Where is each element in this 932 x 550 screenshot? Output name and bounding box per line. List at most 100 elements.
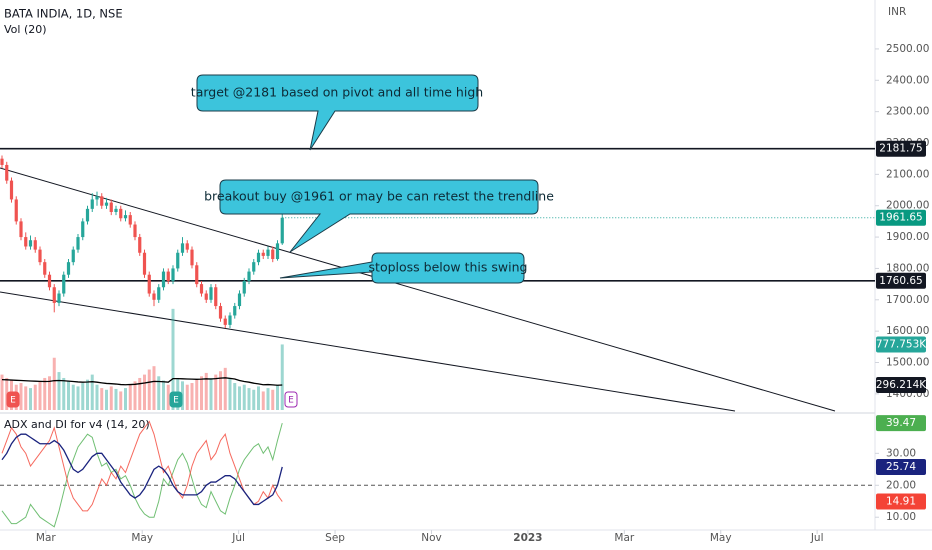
candle-body [147, 274, 151, 294]
earnings-marker [284, 391, 298, 408]
price-tag [876, 209, 926, 226]
y-tick-label: 1500.00 [886, 357, 929, 369]
volume-bar [38, 381, 42, 410]
volume-bar [190, 383, 194, 410]
price-tag-label: 14.91 [886, 496, 916, 508]
candle-body [52, 287, 56, 303]
candle-body [85, 208, 90, 222]
volume-bar [124, 388, 127, 410]
volume-bar [257, 386, 260, 410]
indicator-line [1, 422, 283, 528]
candle-body [62, 274, 66, 294]
volume-bar [157, 376, 161, 410]
candle-body [242, 280, 246, 294]
candle-body [138, 237, 142, 253]
volume-bar [29, 388, 32, 410]
volume-bar [147, 369, 151, 410]
price-tag-label: 25.74 [886, 461, 916, 473]
volume-bar [67, 381, 70, 410]
candle-body [71, 249, 75, 263]
candle-body [119, 208, 123, 219]
y-tick-label: 10.00 [886, 511, 916, 523]
volume-bar [219, 371, 222, 410]
volume-bar [95, 384, 99, 410]
candle-body [190, 249, 194, 266]
price-tag [876, 336, 926, 353]
volume-bar [81, 383, 85, 410]
candle-body [214, 287, 218, 307]
lower-trendline [0, 291, 736, 412]
volume-bar [266, 388, 270, 410]
y-tick-label: 1700.00 [886, 294, 929, 306]
volume-bar [276, 384, 279, 410]
volume-bar [138, 377, 142, 410]
candle-body [256, 252, 261, 263]
volume-bar [90, 374, 94, 410]
candle-body [166, 271, 170, 281]
chart-title: BATA INDIA, 1D, NSE [4, 7, 123, 21]
volume-bar [271, 389, 275, 410]
price-tag [876, 140, 926, 157]
candle-body [195, 265, 199, 285]
candle-body [24, 237, 28, 247]
volume-bar [19, 383, 23, 410]
volume-bar [200, 376, 203, 410]
candle-body [19, 221, 23, 238]
x-tick-label: Mar [36, 532, 56, 544]
price-tag [876, 493, 926, 510]
candle-body [266, 249, 270, 256]
y-tick-label: 2400.00 [886, 74, 929, 86]
candle-body [90, 199, 94, 209]
candle-body [271, 249, 275, 260]
candle-body [280, 217, 284, 244]
candle-body [95, 196, 99, 200]
candle-body [228, 315, 232, 325]
volume-bar [109, 386, 113, 410]
candle-body [176, 252, 180, 269]
candle-body [9, 180, 14, 200]
price-tag [876, 415, 926, 432]
volume-bar [71, 384, 75, 410]
volume-bar [261, 391, 265, 410]
y-tick-label: 20.00 [886, 479, 916, 491]
candle-body [43, 262, 47, 275]
candle-body [152, 293, 156, 300]
y-tick-label: 1800.00 [886, 262, 929, 274]
volume-bar [114, 388, 118, 410]
candle-body [218, 306, 223, 319]
candle-body [142, 252, 147, 275]
callout-text: breakout buy @1961 or may be can retest … [204, 189, 554, 204]
candle-body [47, 274, 52, 288]
price-tag-label: 1961.65 [879, 212, 922, 224]
volume-title: Vol (20) [4, 23, 47, 36]
y-tick-label: 30.00 [886, 447, 916, 459]
earnings-marker [169, 391, 183, 408]
x-tick-label: May [710, 532, 732, 544]
callout-box [219, 179, 539, 253]
price-tag-label: 1760.65 [879, 275, 922, 287]
callout: stoploss below this swing [279, 252, 528, 284]
candle-body [185, 243, 189, 250]
volume-bar [100, 388, 104, 410]
candle-body [157, 287, 161, 300]
price-tag [876, 377, 926, 394]
volume-bar [143, 374, 146, 410]
volume-bar [171, 308, 175, 410]
y-tick-label: 2100.00 [886, 168, 929, 180]
volume-ma-line [1, 377, 283, 386]
volume-bar [166, 384, 170, 410]
candle-body [275, 243, 280, 260]
volume-bar [62, 377, 66, 410]
volume-bar [52, 357, 56, 410]
volume-bar [119, 391, 123, 410]
candle-body [237, 293, 242, 307]
volume-bar [152, 366, 156, 410]
volume-bar [209, 377, 213, 410]
candle-body [66, 262, 71, 275]
volume-bar [57, 372, 61, 410]
price-tag-label: 39.47 [886, 417, 916, 429]
y-tick-label: 2500.00 [886, 43, 929, 55]
callout-text: stoploss below this swing [369, 260, 528, 275]
volume-bar [242, 384, 246, 410]
